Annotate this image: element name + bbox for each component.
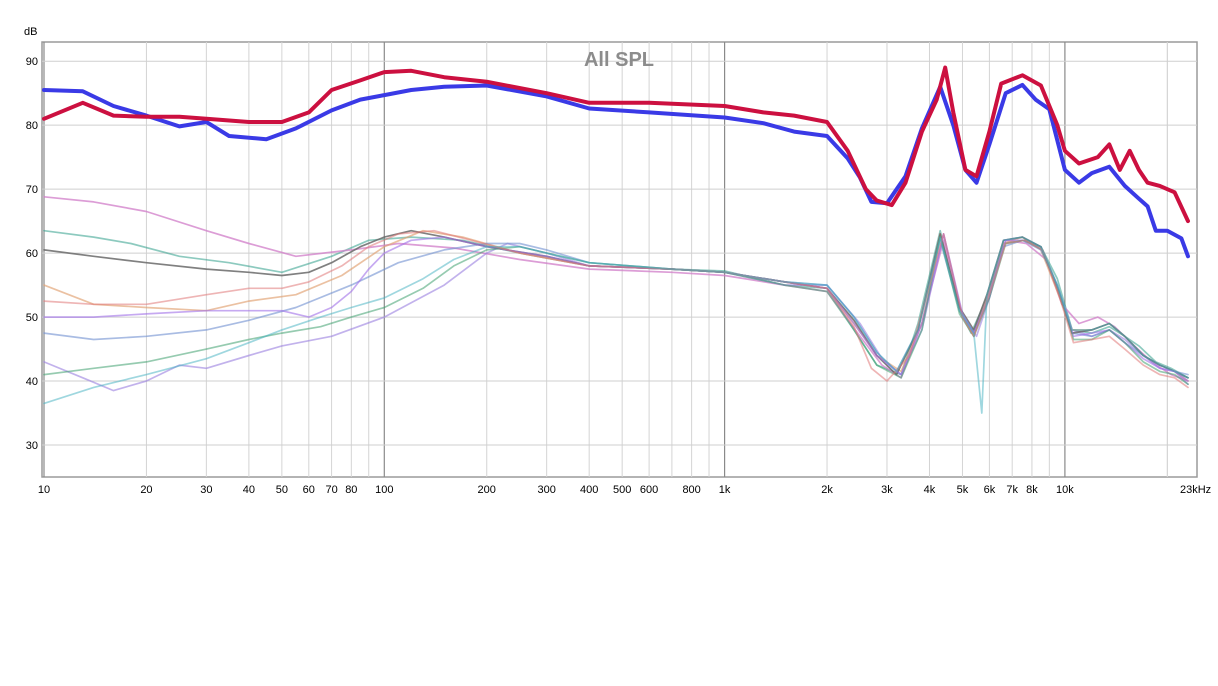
x-tick-label: 23kHz bbox=[1180, 484, 1211, 496]
x-tick-label: 60 bbox=[303, 484, 315, 496]
x-tick-label: 80 bbox=[345, 484, 357, 496]
x-tick-label: 70 bbox=[325, 484, 337, 496]
x-tick-label: 3k bbox=[881, 484, 893, 496]
average-traces bbox=[42, 65, 1190, 259]
x-tick-label: 600 bbox=[640, 484, 658, 496]
horizontal-gridlines bbox=[42, 60, 1197, 446]
measurement-traces bbox=[43, 195, 1189, 414]
x-tick-label: 800 bbox=[682, 484, 700, 496]
x-tick-label: 2k bbox=[821, 484, 833, 496]
y-axis-unit-label: dB bbox=[24, 26, 37, 38]
x-tick-label: 500 bbox=[613, 484, 631, 496]
x-tick-label: 200 bbox=[478, 484, 496, 496]
x-tick-label: 8k bbox=[1026, 484, 1038, 496]
plot-area bbox=[41, 41, 1198, 478]
x-tick-label: 30 bbox=[200, 484, 212, 496]
x-tick-label: 400 bbox=[580, 484, 598, 496]
x-tick-label: 100 bbox=[375, 484, 393, 496]
y-tick-label: 30 bbox=[26, 440, 38, 452]
measurement-series-line bbox=[43, 233, 1189, 382]
x-tick-label: 6k bbox=[984, 484, 996, 496]
x-tick-label: 300 bbox=[537, 484, 555, 496]
x-tick-label: 10 bbox=[38, 484, 50, 496]
average-series-line bbox=[42, 65, 1190, 224]
measurement-series-line bbox=[43, 229, 1189, 379]
x-tick-label: 1k bbox=[719, 484, 731, 496]
measurement-series-line bbox=[43, 195, 1189, 382]
chart-title: All SPL bbox=[584, 49, 654, 71]
measurement-series-line bbox=[43, 236, 1189, 414]
x-tick-label: 7k bbox=[1006, 484, 1018, 496]
measurement-series-line bbox=[43, 236, 1189, 386]
x-tick-label: 50 bbox=[276, 484, 288, 496]
y-tick-label: 60 bbox=[26, 248, 38, 260]
y-tick-label: 50 bbox=[26, 312, 38, 324]
measurement-series-line bbox=[43, 229, 1189, 389]
x-tick-label: 4k bbox=[924, 484, 936, 496]
x-tick-label: 40 bbox=[243, 484, 255, 496]
y-axis-tick-labels: 30 40 50 60 70 80 90 bbox=[26, 56, 38, 452]
y-tick-label: 80 bbox=[26, 120, 38, 132]
x-tick-label: 10k bbox=[1056, 484, 1074, 496]
y-tick-label: 90 bbox=[26, 56, 38, 68]
y-tick-label: 40 bbox=[26, 376, 38, 388]
x-tick-label: 5k bbox=[957, 484, 969, 496]
x-axis-tick-labels: 10 20 30 40 50 60 70 80 100 200 300 400 500 600 800 1k 2… bbox=[38, 484, 1211, 496]
y-tick-label: 70 bbox=[26, 184, 38, 196]
x-tick-label: 20 bbox=[140, 484, 152, 496]
